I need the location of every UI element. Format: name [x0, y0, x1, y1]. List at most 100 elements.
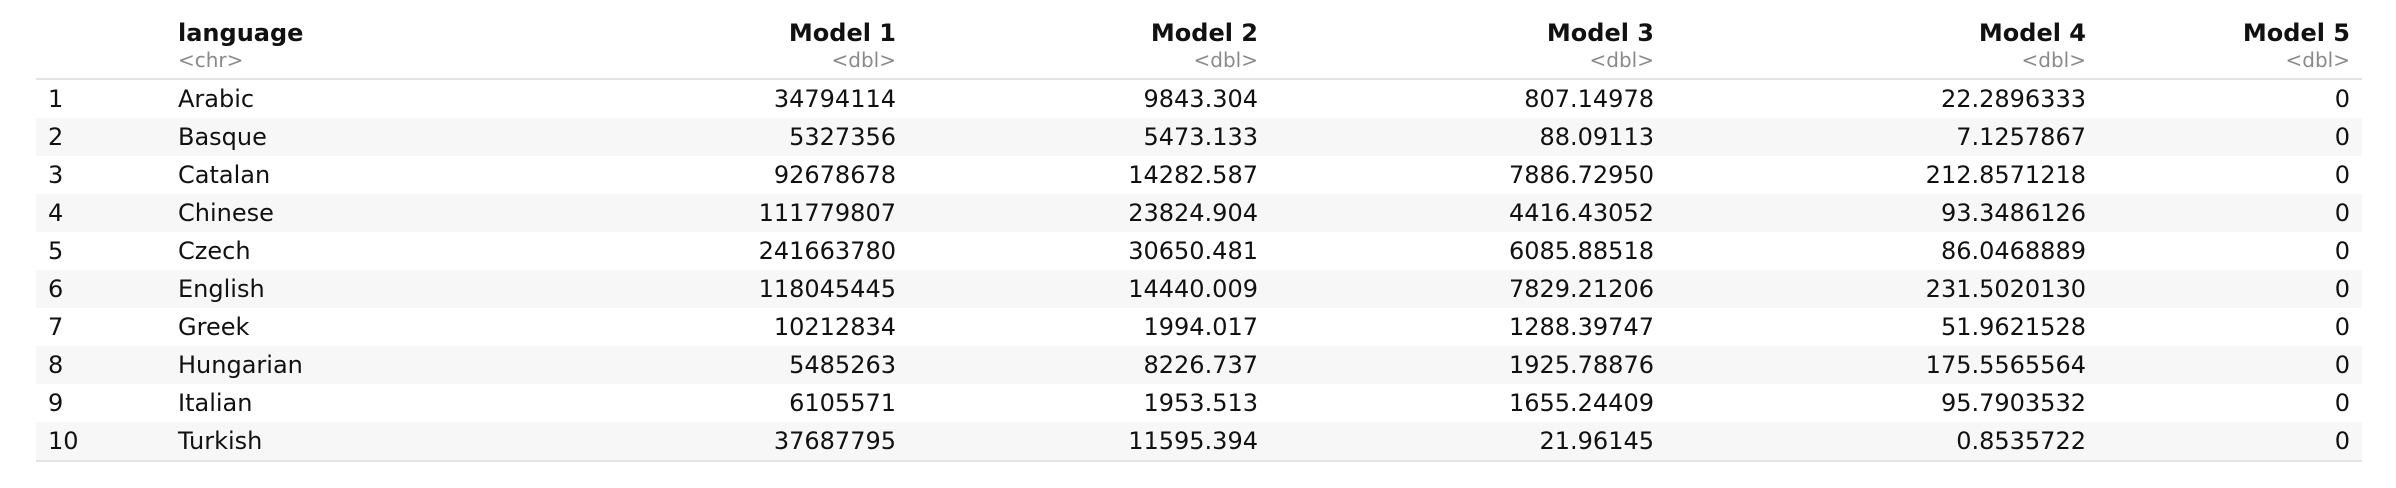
model-3-cell: 1925.78876 [1270, 346, 1666, 384]
column-title: Model 4 [1978, 19, 2086, 47]
header-row-index [36, 14, 166, 80]
model-5-cell: 0 [2334, 313, 2350, 341]
model-4-cell: 0.8535722 [1666, 422, 2098, 462]
model-4-cell: 22.2896333 [1940, 85, 2086, 113]
model-4-cell: 231.5020130 [1666, 270, 2098, 308]
language-cell: Catalan [178, 161, 271, 189]
column-type: <dbl> [1193, 48, 1258, 72]
model-5-cell: 0 [2334, 85, 2350, 113]
row-index-cell: 2 [36, 118, 166, 156]
data-table: language <chr> Model 1 <dbl> Model 2 <db… [36, 14, 2362, 462]
language-cell: Basque [166, 118, 476, 156]
table-row: 10 Turkish 37687795 11595.394 21.96145 0… [36, 422, 2362, 462]
column-title: Model 2 [1150, 19, 1258, 47]
table-row: 2 Basque 5327356 5473.133 88.09113 7.125… [36, 118, 2362, 156]
column-title: language [178, 19, 304, 47]
model-4-cell: 7.1257867 [1666, 118, 2098, 156]
header-model-2[interactable]: Model 2 <dbl> [908, 14, 1270, 80]
language-cell: Italian [178, 389, 253, 417]
model-5-cell: 0 [2098, 194, 2362, 232]
row-index-cell: 7 [48, 313, 64, 341]
table-row: 1 Arabic 34794114 9843.304 807.14978 22.… [36, 79, 2362, 118]
header-model-4[interactable]: Model 4 <dbl> [1666, 14, 2098, 80]
model-3-cell: 807.14978 [1524, 85, 1654, 113]
model-4-cell: 212.8571218 [1925, 161, 2086, 189]
model-3-cell: 1655.24409 [1508, 389, 1654, 417]
row-index-cell: 9 [48, 389, 64, 417]
model-3-cell: 4416.43052 [1270, 194, 1666, 232]
model-3-cell: 21.96145 [1270, 422, 1666, 462]
model-2-cell: 11595.394 [908, 422, 1270, 462]
model-1-cell: 111779807 [476, 194, 908, 232]
language-cell: Turkish [166, 422, 476, 462]
header-model-5[interactable]: Model 5 <dbl> [2098, 14, 2362, 80]
model-2-cell: 5473.133 [908, 118, 1270, 156]
row-index-cell: 5 [48, 237, 64, 265]
table-row: 7 Greek 10212834 1994.017 1288.39747 51.… [36, 308, 2362, 346]
model-1-cell: 92678678 [773, 161, 896, 189]
model-2-cell: 9843.304 [1143, 85, 1258, 113]
model-2-cell: 14440.009 [908, 270, 1270, 308]
data-table-container: language <chr> Model 1 <dbl> Model 2 <db… [36, 14, 2362, 462]
language-cell: Arabic [178, 85, 255, 113]
table-row: 8 Hungarian 5485263 8226.737 1925.78876 … [36, 346, 2362, 384]
model-4-cell: 51.9621528 [1940, 313, 2086, 341]
model-5-cell: 0 [2098, 422, 2362, 462]
model-1-cell: 37687795 [476, 422, 908, 462]
model-3-cell: 7886.72950 [1508, 161, 1654, 189]
row-index-cell: 10 [36, 422, 166, 462]
language-cell: English [166, 270, 476, 308]
model-2-cell: 23824.904 [908, 194, 1270, 232]
model-3-cell: 6085.88518 [1508, 237, 1654, 265]
model-5-cell: 0 [2098, 270, 2362, 308]
model-5-cell: 0 [2334, 161, 2350, 189]
column-type: <dbl> [831, 48, 896, 72]
model-2-cell: 30650.481 [1128, 237, 1258, 265]
model-1-cell: 241663780 [758, 237, 896, 265]
model-3-cell: 7829.21206 [1270, 270, 1666, 308]
language-cell: Czech [178, 237, 251, 265]
model-5-cell: 0 [2098, 346, 2362, 384]
column-type: <dbl> [1589, 48, 1654, 72]
header-model-1[interactable]: Model 1 <dbl> [476, 14, 908, 80]
model-4-cell: 93.3486126 [1666, 194, 2098, 232]
row-index-cell: 6 [36, 270, 166, 308]
model-2-cell: 1953.513 [1143, 389, 1258, 417]
model-4-cell: 86.0468889 [1940, 237, 2086, 265]
table-row: 5 Czech 241663780 30650.481 6085.88518 8… [36, 232, 2362, 270]
row-index-cell: 3 [48, 161, 64, 189]
table-row: 9 Italian 6105571 1953.513 1655.24409 95… [36, 384, 2362, 422]
table-row: 4 Chinese 111779807 23824.904 4416.43052… [36, 194, 2362, 232]
column-type: <chr> [178, 48, 244, 72]
model-4-cell: 95.7903532 [1940, 389, 2086, 417]
language-cell: Hungarian [166, 346, 476, 384]
model-4-cell: 175.5565564 [1666, 346, 2098, 384]
model-1-cell: 118045445 [476, 270, 908, 308]
row-index-cell: 4 [36, 194, 166, 232]
column-type: <dbl> [2021, 48, 2086, 72]
column-title: Model 5 [2242, 19, 2350, 47]
model-2-cell: 1994.017 [1143, 313, 1258, 341]
column-title: Model 1 [788, 19, 896, 47]
row-index-cell: 1 [48, 85, 64, 113]
model-1-cell: 5327356 [476, 118, 908, 156]
model-1-cell: 5485263 [476, 346, 908, 384]
model-2-cell: 14282.587 [1128, 161, 1258, 189]
header-language[interactable]: language <chr> [166, 14, 476, 80]
model-1-cell: 34794114 [773, 85, 896, 113]
column-title: Model 3 [1546, 19, 1654, 47]
model-3-cell: 88.09113 [1270, 118, 1666, 156]
table-row: 6 English 118045445 14440.009 7829.21206… [36, 270, 2362, 308]
table-row: 3 Catalan 92678678 14282.587 7886.72950 … [36, 156, 2362, 194]
model-1-cell: 6105571 [789, 389, 896, 417]
language-cell: Chinese [166, 194, 476, 232]
row-index-cell: 8 [36, 346, 166, 384]
model-1-cell: 10212834 [773, 313, 896, 341]
model-5-cell: 0 [2334, 389, 2350, 417]
model-5-cell: 0 [2098, 118, 2362, 156]
model-2-cell: 8226.737 [908, 346, 1270, 384]
language-cell: Greek [178, 313, 250, 341]
model-5-cell: 0 [2334, 237, 2350, 265]
column-type: <dbl> [2285, 48, 2350, 72]
header-model-3[interactable]: Model 3 <dbl> [1270, 14, 1666, 80]
